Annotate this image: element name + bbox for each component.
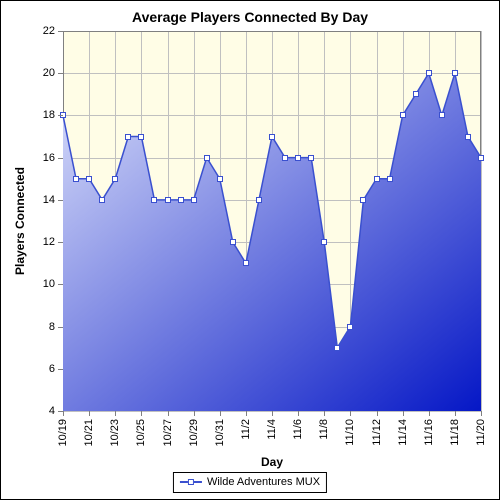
grid-line-v — [481, 31, 482, 411]
data-marker — [230, 239, 236, 245]
y-tick — [58, 284, 63, 285]
y-tick-label: 8 — [31, 321, 55, 333]
data-marker — [269, 134, 275, 140]
data-marker — [400, 112, 406, 118]
y-tick-label: 20 — [31, 67, 55, 79]
data-marker — [191, 197, 197, 203]
data-marker — [347, 324, 353, 330]
data-marker — [452, 70, 458, 76]
x-tick-label: 11/2 — [240, 419, 252, 440]
data-marker — [413, 91, 419, 97]
y-tick-label: 4 — [31, 405, 55, 417]
x-tick — [89, 411, 90, 416]
data-marker — [334, 345, 340, 351]
y-tick — [58, 327, 63, 328]
x-tick — [168, 411, 169, 416]
x-tick-label: 11/6 — [292, 419, 304, 440]
x-tick-label: 11/4 — [266, 419, 278, 440]
data-marker — [321, 239, 327, 245]
x-tick-label: 11/14 — [397, 419, 409, 446]
y-tick — [58, 115, 63, 116]
y-tick-label: 12 — [31, 236, 55, 248]
x-tick-label: 10/23 — [109, 419, 121, 447]
data-marker — [125, 134, 131, 140]
data-marker — [73, 176, 79, 182]
y-tick — [58, 31, 63, 32]
x-tick-label: 11/20 — [475, 419, 487, 446]
legend-swatch — [180, 477, 202, 487]
x-tick-label: 10/31 — [214, 419, 226, 447]
data-marker — [295, 155, 301, 161]
x-tick — [403, 411, 404, 416]
data-marker — [151, 197, 157, 203]
x-tick-label: 10/19 — [57, 419, 69, 447]
x-tick — [429, 411, 430, 416]
data-marker — [99, 197, 105, 203]
x-tick-label: 10/29 — [188, 419, 200, 447]
x-tick — [141, 411, 142, 416]
data-marker — [387, 176, 393, 182]
data-marker — [204, 155, 210, 161]
data-marker — [165, 197, 171, 203]
y-tick-label: 16 — [31, 152, 55, 164]
data-marker — [360, 197, 366, 203]
y-axis-label: Players Connected — [13, 167, 27, 275]
x-tick-label: 10/21 — [83, 419, 95, 447]
x-tick — [324, 411, 325, 416]
x-tick — [377, 411, 378, 416]
x-tick-label: 11/12 — [371, 419, 383, 446]
y-tick-label: 10 — [31, 278, 55, 290]
data-marker — [374, 176, 380, 182]
y-tick — [58, 200, 63, 201]
chart-container: Average Players Connected By Day 4 6 8 10 12… — [0, 0, 500, 500]
x-tick-label: 10/25 — [135, 419, 147, 447]
chart-title: Average Players Connected By Day — [1, 9, 499, 25]
data-marker — [256, 197, 262, 203]
x-tick — [455, 411, 456, 416]
data-marker — [478, 155, 484, 161]
data-marker — [308, 155, 314, 161]
y-tick-label: 18 — [31, 109, 55, 121]
x-tick — [63, 411, 64, 416]
data-marker — [217, 176, 223, 182]
data-marker — [243, 260, 249, 266]
y-tick — [58, 242, 63, 243]
y-tick — [58, 73, 63, 74]
data-marker — [465, 134, 471, 140]
data-marker — [439, 112, 445, 118]
x-tick — [115, 411, 116, 416]
x-axis-label: Day — [63, 455, 481, 469]
x-tick — [298, 411, 299, 416]
x-tick — [194, 411, 195, 416]
x-tick — [220, 411, 221, 416]
x-tick-label: 11/10 — [344, 419, 356, 446]
area-series — [63, 31, 481, 411]
legend: Wilde Adventures MUX — [173, 472, 327, 493]
x-tick-label: 11/8 — [318, 419, 330, 440]
x-tick-label: 10/27 — [162, 419, 174, 447]
y-tick-label: 14 — [31, 194, 55, 206]
x-tick — [481, 411, 482, 416]
legend-label: Wilde Adventures MUX — [207, 476, 320, 488]
data-marker — [282, 155, 288, 161]
y-tick-label: 22 — [31, 25, 55, 37]
plot-area — [63, 31, 481, 411]
data-marker — [178, 197, 184, 203]
y-tick-label: 6 — [31, 363, 55, 375]
y-tick — [58, 158, 63, 159]
x-tick — [246, 411, 247, 416]
data-marker — [86, 176, 92, 182]
x-tick — [272, 411, 273, 416]
y-tick — [58, 369, 63, 370]
data-marker — [112, 176, 118, 182]
data-marker — [138, 134, 144, 140]
x-tick-label: 11/16 — [423, 419, 435, 446]
x-tick-label: 11/18 — [449, 419, 461, 446]
x-tick — [350, 411, 351, 416]
data-marker — [426, 70, 432, 76]
